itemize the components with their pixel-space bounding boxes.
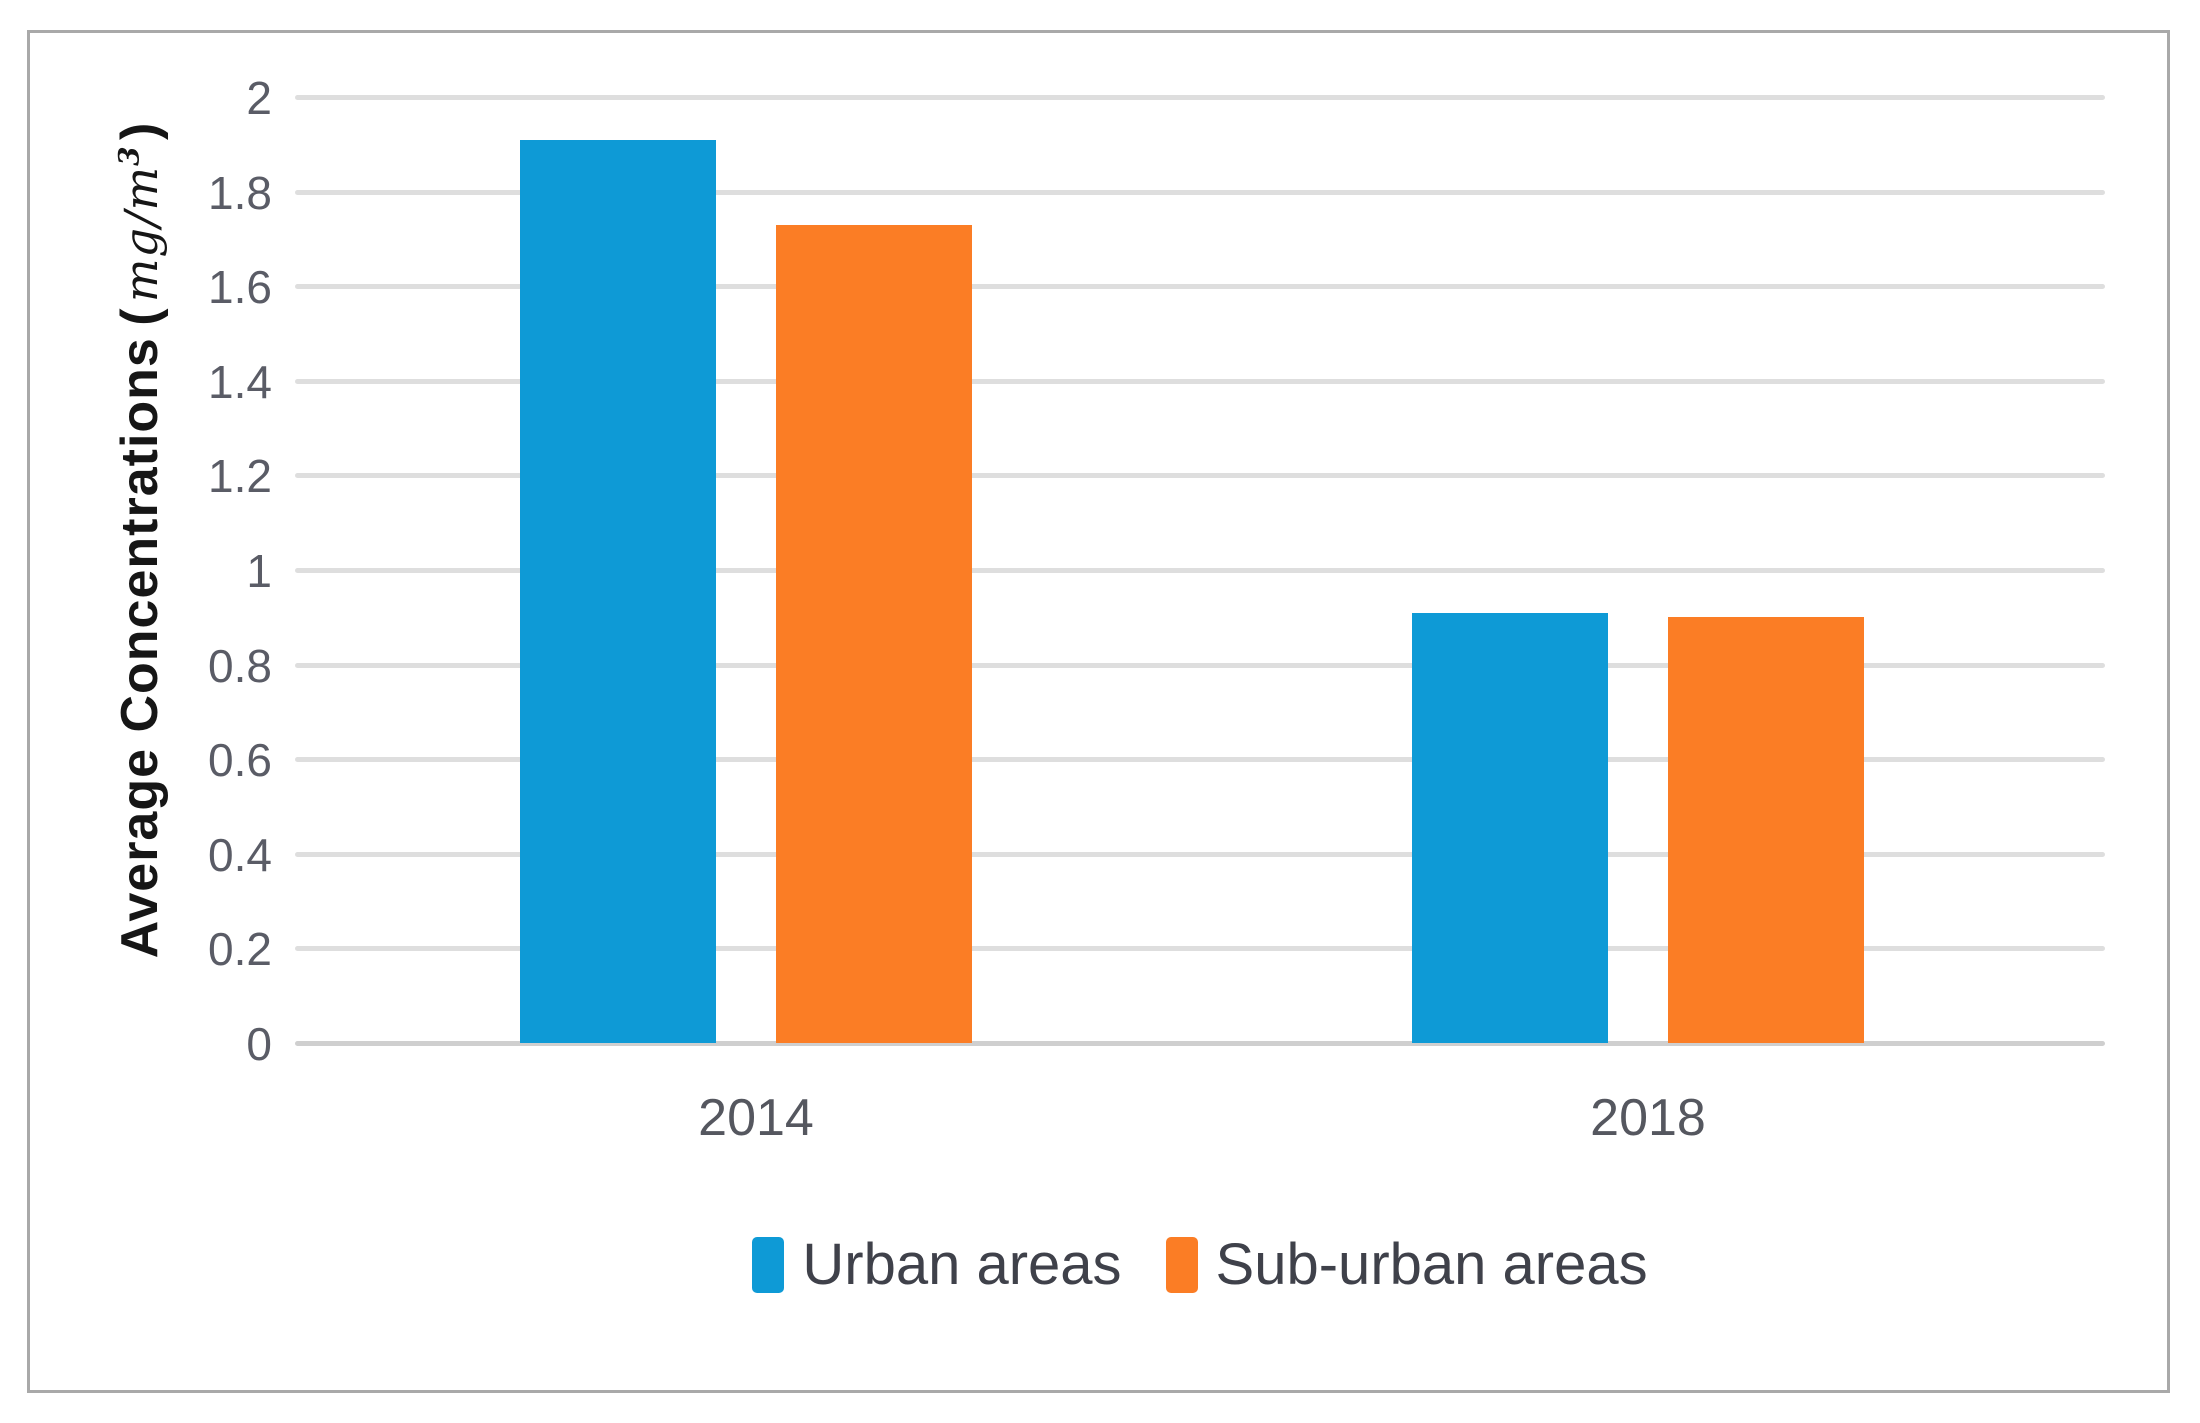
legend-label: Sub-urban areas xyxy=(1215,1232,1648,1297)
bar-urban-areas-2014 xyxy=(520,140,716,1043)
gridline-y-1 xyxy=(295,568,2105,573)
y-tick-label-0.8: 0.8 xyxy=(208,639,272,692)
y-tick-label-0.6: 0.6 xyxy=(208,734,272,787)
y-tick-label-0: 0 xyxy=(246,1018,272,1070)
gridline-y-1.2 xyxy=(295,473,2105,479)
gridline-y-2 xyxy=(295,95,2105,100)
gridline-y-1.8 xyxy=(295,189,2105,195)
legend: Urban areas Sub-urban areas xyxy=(295,1236,2105,1294)
y-tick-label-1.2: 1.2 xyxy=(208,450,272,503)
legend-swatch-icon xyxy=(1165,1237,1198,1293)
y-tick-label-2: 2 xyxy=(246,72,272,124)
gridline-y-1.4 xyxy=(295,378,2105,384)
y-tick-label-0.2: 0.2 xyxy=(208,923,272,976)
gridline-y-0.4 xyxy=(295,851,2105,857)
y-tick-label-0.4: 0.4 xyxy=(208,828,272,881)
y-tick-label-1: 1 xyxy=(246,545,272,597)
bar-sub-urban-areas-2014 xyxy=(776,225,972,1043)
gridline-y-0.2 xyxy=(295,946,2105,952)
legend-item-sub-urban-areas: Sub-urban areas xyxy=(1165,1232,1648,1297)
legend-label: Urban areas xyxy=(802,1232,1122,1297)
x-category-label-2014: 2014 xyxy=(698,1089,814,1147)
legend-swatch-icon xyxy=(752,1237,785,1293)
y-tick-label-1.4: 1.4 xyxy=(208,355,272,408)
gridline-y-0.8 xyxy=(295,662,2105,668)
bar-urban-areas-2018 xyxy=(1412,613,1608,1043)
x-category-label-2018: 2018 xyxy=(1590,1089,1706,1147)
gridline-y-0 xyxy=(295,1041,2105,1046)
gridline-y-1.6 xyxy=(295,284,2105,290)
y-tick-label-1.8: 1.8 xyxy=(208,166,272,219)
gridline-y-0.6 xyxy=(295,757,2105,763)
y-tick-label-1.6: 1.6 xyxy=(208,261,272,314)
bar-sub-urban-areas-2018 xyxy=(1668,617,1864,1043)
legend-item-urban-areas: Urban areas xyxy=(752,1232,1122,1297)
